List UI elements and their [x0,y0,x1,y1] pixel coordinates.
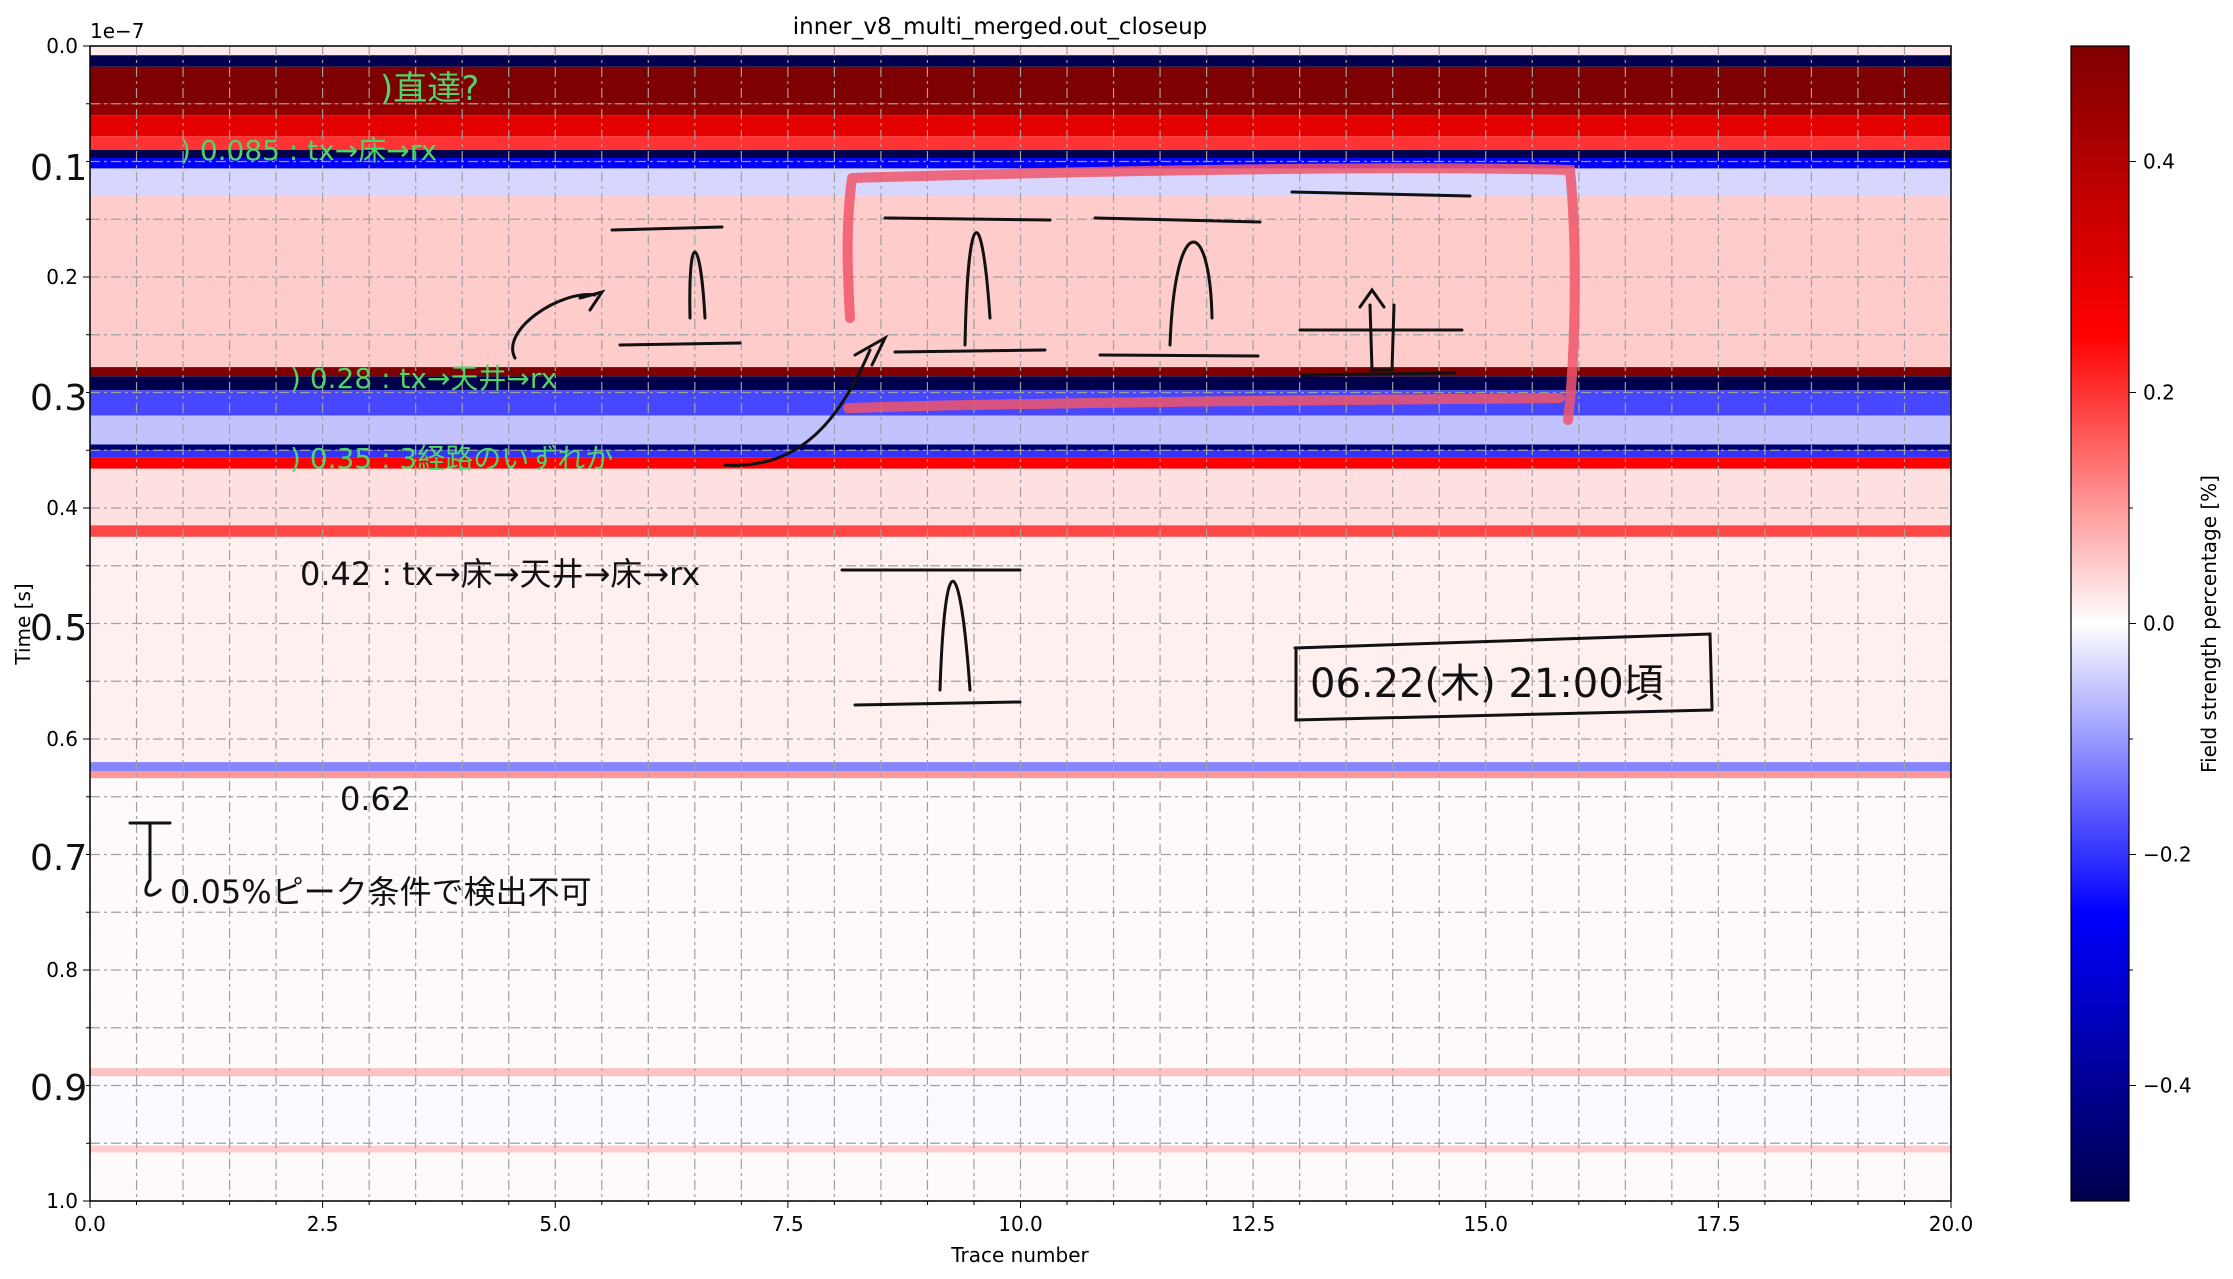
hw-label-0-3: 0.3 [30,378,87,419]
hw-label-0-9: 0.9 [30,1068,87,1109]
colorbar-tick-label: −0.4 [2143,1074,2192,1098]
hw-green-0085: ) 0.085 : tx→床→rx [180,134,437,167]
band-16 [90,457,1951,469]
x-tick-label: 15.0 [1463,1212,1508,1236]
colorbar-tick-label: −0.2 [2143,843,2192,867]
y-axis-label: Time [s] [11,583,35,665]
hw-label-0-7: 0.7 [30,838,87,879]
band-7 [90,158,1951,169]
x-axis: 0.0 2.5 5.0 7.5 10.0 12.5 15.0 17.5 20.0 [74,1201,1973,1236]
x-tick-label: 12.5 [1231,1212,1276,1236]
chart-title: inner_v8_multi_merged.out_closeup [793,14,1208,40]
ray-diagrams [128,190,1714,897]
x-tick-label: 17.5 [1696,1212,1741,1236]
band-23 [90,1068,1951,1077]
colorbar-label: Field strength percentage [%] [2197,475,2221,773]
hw-note-undetectable: 0.05%ピーク条件で検出不可 [170,873,592,911]
pink-highlight-box [842,163,1580,425]
colorbar-axis: 0.4 0.2 0.0 −0.2 −0.4 [2129,150,2192,1098]
colorbar-tick-label: 0.4 [2143,150,2175,174]
x-tick-label: 20.0 [1929,1212,1974,1236]
band-25 [90,1145,1951,1153]
y-tick-label: 0.8 [46,958,78,982]
hw-green-direct: )直達? [380,69,479,109]
y-tick-label: 1.0 [46,1189,78,1213]
hw-green-035: ) 0.35 : 3経路のいずれか [290,442,613,475]
y-tick-label: 0.6 [46,727,78,751]
x-tick-label: 0.0 [74,1212,106,1236]
y-tick-label: 0.0 [46,34,78,58]
hw-date-note: 06.22(木) 21:00頃 [1310,661,1664,707]
hw-label-0-5: 0.5 [30,608,87,649]
colorbar-tick-label: 0.2 [2143,381,2175,405]
x-tick-label: 2.5 [307,1212,339,1236]
hw-note-062: 0.62 [340,780,411,818]
hw-green-028: ) 0.28 : tx→天井→rx [290,362,557,395]
x-axis-label: Trace number [950,1243,1089,1267]
hw-label-0-1: 0.1 [30,148,87,189]
x-tick-label: 5.0 [539,1212,571,1236]
colorbar-tick-label: 0.0 [2143,612,2175,636]
colorbar [2070,45,2130,1202]
x-tick-label: 10.0 [998,1212,1043,1236]
y-tick-label: 0.2 [46,265,78,289]
x-tick-label: 7.5 [772,1212,804,1236]
y-tick-label: 0.4 [46,496,78,520]
hw-note-042: 0.42 : tx→床→天井→床→rx [300,555,700,593]
y-offset-label: 1e−7 [90,19,145,43]
y-axis: 0.0 0.2 0.4 0.6 0.8 1.0 [46,34,90,1213]
band-10 [90,367,1951,377]
